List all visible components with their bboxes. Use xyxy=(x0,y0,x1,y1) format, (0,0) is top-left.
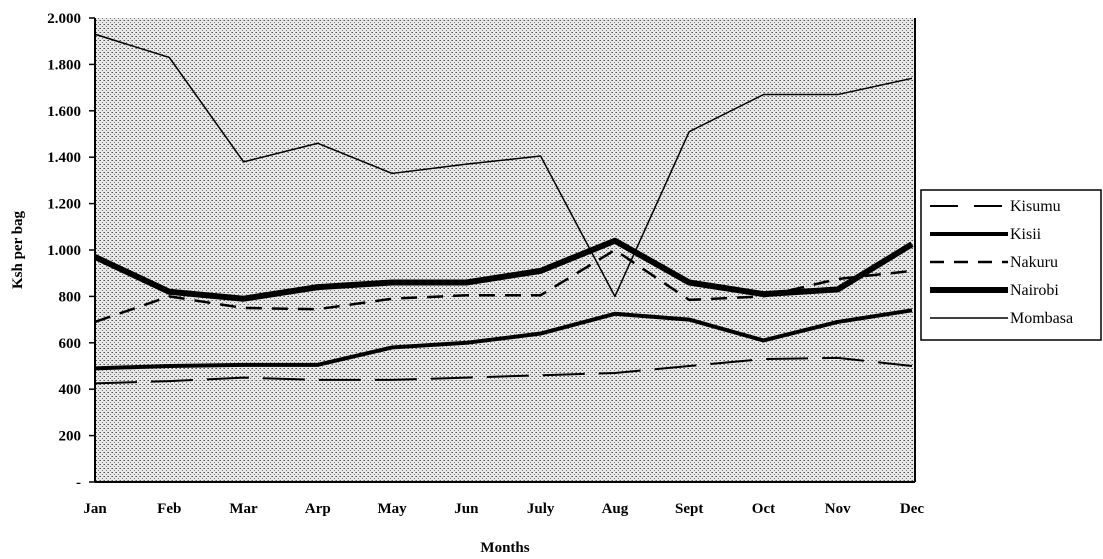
y-tick-label: 1.600 xyxy=(47,104,81,120)
y-tick-label: 800 xyxy=(59,289,82,305)
x-tick-label: July xyxy=(527,501,555,517)
series-line-mombasa xyxy=(94,33,913,298)
y-tick-label: 600 xyxy=(59,336,82,352)
y-tick-label: 400 xyxy=(59,382,82,398)
y-tick-label: 1.200 xyxy=(47,197,81,213)
series-line-kisumu xyxy=(94,356,913,385)
series-lines xyxy=(93,33,914,385)
x-axis: Jan Feb Mar Arp May Jun July Aug Sept Oct Nov Dec xyxy=(83,18,924,517)
legend-label: Nairobi xyxy=(1010,282,1059,299)
series-line-nairobi xyxy=(93,237,914,302)
y-tick-label: 1.400 xyxy=(47,150,81,166)
legend-label: Kisii xyxy=(1010,226,1042,243)
series-line-kisii xyxy=(94,308,913,371)
y-tick-label: 200 xyxy=(59,429,82,445)
x-tick-label: Nov xyxy=(825,501,851,517)
x-tick-label: Oct xyxy=(752,501,775,517)
y-axis-label: Ksh per bag xyxy=(10,210,26,289)
x-tick-label: Mar xyxy=(229,501,258,517)
x-tick-label: Sept xyxy=(675,501,703,517)
legend: Kisumu Kisii Nakuru Nairobi Mombasa xyxy=(920,189,1102,341)
y-tick-label: 2.000 xyxy=(47,11,81,27)
y-tick-label: - xyxy=(76,475,81,491)
x-tick-label: Feb xyxy=(157,501,181,517)
x-axis-label: Months xyxy=(480,540,529,556)
x-tick-label: Jun xyxy=(454,501,479,517)
y-tick-label: 1.000 xyxy=(47,243,81,259)
plot-area xyxy=(95,18,915,482)
y-axis: - 200 400 600 800 1.000 1.200 1.400 1.600 1.800 2.… xyxy=(47,11,96,491)
y-tick-label: 1.800 xyxy=(47,57,81,73)
x-tick-label: Arp xyxy=(305,501,331,517)
x-tick-label: Dec xyxy=(900,501,924,517)
x-tick-label: Jan xyxy=(83,501,107,517)
x-tick-label: Aug xyxy=(602,501,629,517)
legend-label: Kisumu xyxy=(1010,198,1061,215)
legend-label: Nakuru xyxy=(1010,254,1058,271)
x-tick-label: May xyxy=(378,501,408,517)
legend-label: Mombasa xyxy=(1010,310,1073,327)
